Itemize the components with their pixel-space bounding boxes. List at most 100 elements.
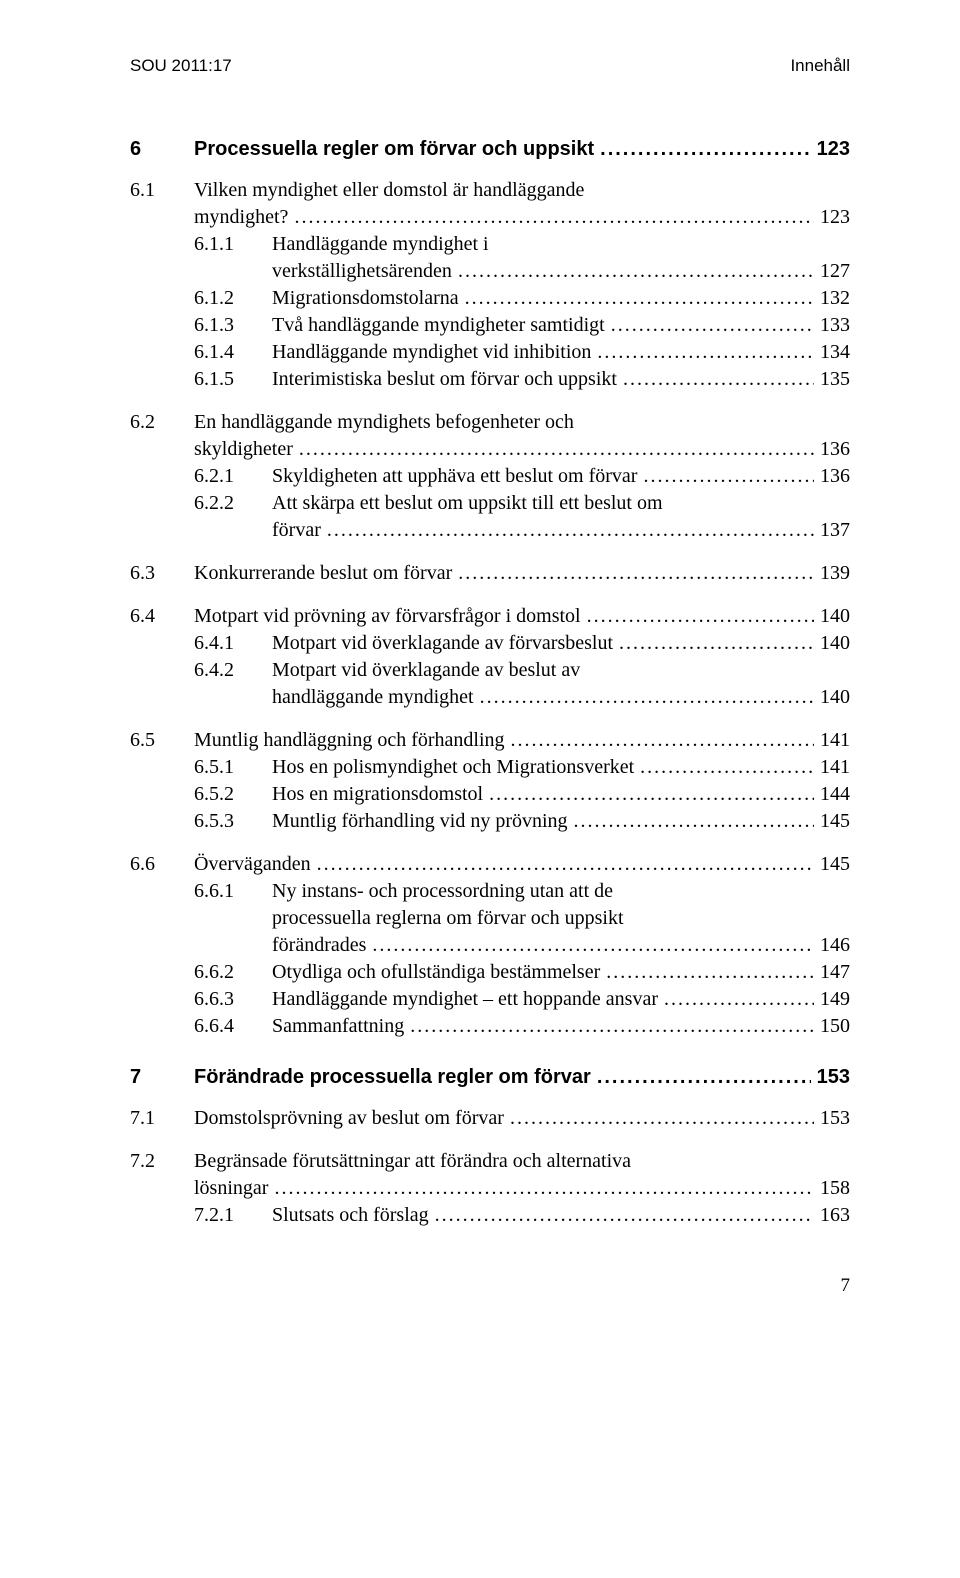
toc-entry-page: 123 [811,136,850,163]
toc-leaders: ........................................… [510,1105,814,1132]
toc-entry: 6.1.3Två handläggande myndigheter samtid… [130,312,850,339]
toc-entry-title: Otydliga och ofullständiga bestämmelser [272,959,606,986]
toc-entry: 6.4.1Motpart vid överklagande av förvars… [130,630,850,657]
toc-group: 6.6Överväganden.........................… [130,851,850,1040]
toc-entry: 7Förändrade processuella regler om förva… [130,1064,850,1091]
toc-entry-number: 6.5 [130,727,194,754]
toc-group: 6.3Konkurrerande beslut om förvar.......… [130,560,850,587]
toc-entry-page: 136 [814,463,850,490]
page-number: 7 [130,1275,850,1297]
toc-leaders: ........................................… [274,1175,814,1202]
toc-entry-title: Muntlig handläggning och förhandling [194,727,511,754]
toc-entry-page: 146 [814,932,850,959]
toc-entry-number: 6.1.4 [194,339,272,366]
toc-entry: 6.5.1Hos en polismyndighet och Migration… [130,754,850,781]
toc-leaders: ........................................… [410,1013,814,1040]
toc-leaders: ........................................… [619,630,814,657]
toc-entry: 6.6.1Ny instans- och processordning utan… [130,878,850,905]
toc-entry-title: Slutsats och förslag [272,1202,435,1229]
toc-entry-number: 6.4.2 [194,657,272,684]
toc-entry-title: Överväganden [194,851,317,878]
toc-entry-number: 6.2 [130,409,194,436]
toc-entry-title: Motpart vid överklagande av förvarsbeslu… [272,630,619,657]
toc-entry-number: 6.1.1 [194,231,272,258]
toc-entry-number: 6.5.3 [194,808,272,835]
toc-entry-page: 132 [814,285,850,312]
toc-entry-page: 163 [814,1202,850,1229]
toc-leaders: ........................................… [327,517,814,544]
toc-entry-page: 150 [814,1013,850,1040]
toc-entry-title: Handläggande myndighet i [272,231,489,258]
toc-entry-page: 140 [814,684,850,711]
toc-leaders: ........................................… [574,808,814,835]
toc-entry: verkställighetsärenden..................… [130,258,850,285]
table-of-contents: 6Processuella regler om förvar och uppsi… [130,136,850,1229]
toc-entry-number: 6.6.4 [194,1013,272,1040]
toc-leaders: ........................................… [294,204,814,231]
toc-entry-title: Migrationsdomstolarna [272,285,465,312]
toc-entry: lösningar...............................… [130,1175,850,1202]
toc-entry-title: förvar [272,517,327,544]
toc-entry-title: Förändrade processuella regler om förvar [194,1064,597,1091]
toc-entry: 6.3Konkurrerande beslut om förvar.......… [130,560,850,587]
toc-entry: 6.1.1Handläggande myndighet i [130,231,850,258]
toc-leaders: ........................................… [458,258,814,285]
toc-entry: 7.2Begränsade förutsättningar att föränd… [130,1148,850,1175]
toc-entry-page: 158 [814,1175,850,1202]
toc-entry: skyldigheter............................… [130,436,850,463]
toc-chapter: 7Förändrade processuella regler om förva… [130,1064,850,1229]
toc-leaders: ........................................… [664,986,814,1013]
toc-leaders: ........................................… [511,727,814,754]
toc-entry-title: Hos en migrationsdomstol [272,781,489,808]
toc-entry-title: Skyldigheten att upphäva ett beslut om f… [272,463,643,490]
toc-entry-number: 6.6.3 [194,986,272,1013]
toc-entry: 6Processuella regler om förvar och uppsi… [130,136,850,163]
toc-entry-title: lösningar [194,1175,274,1202]
toc-entry: 6.2.2Att skärpa ett beslut om uppsikt ti… [130,490,850,517]
toc-group: 6.4Motpart vid prövning av förvarsfrågor… [130,603,850,711]
toc-entry-number: 6.1.5 [194,366,272,393]
toc-entry: 6.4.2Motpart vid överklagande av beslut … [130,657,850,684]
toc-group: 7.1Domstolsprövning av beslut om förvar.… [130,1105,850,1132]
toc-entry-number: 6.1.3 [194,312,272,339]
toc-entry-number: 6.3 [130,560,194,587]
toc-entry-page: 144 [814,781,850,808]
toc-entry: förvar..................................… [130,517,850,544]
toc-entry-title: Muntlig förhandling vid ny prövning [272,808,574,835]
toc-entry-title: Att skärpa ett beslut om uppsikt till et… [272,490,663,517]
toc-entry-page: 147 [814,959,850,986]
running-head-right: Innehåll [790,56,850,76]
toc-entry: myndighet?..............................… [130,204,850,231]
toc-entry: 6.6.2Otydliga och ofullständiga bestämme… [130,959,850,986]
toc-entry-number: 6.4 [130,603,194,630]
toc-entry-page: 135 [814,366,850,393]
toc-leaders: ........................................… [299,436,814,463]
toc-leaders: ........................................… [597,339,814,366]
toc-entry-page: 140 [814,630,850,657]
running-head-left: SOU 2011:17 [130,56,232,76]
toc-entry-title: Handläggande myndighet – ett hoppande an… [272,986,664,1013]
toc-entry-page: 133 [814,312,850,339]
toc-entry-title: skyldigheter [194,436,299,463]
toc-entry-title: Motpart vid prövning av förvarsfrågor i … [194,603,587,630]
toc-entry: 6.6.3Handläggande myndighet – ett hoppan… [130,986,850,1013]
toc-group: 6.5Muntlig handläggning och förhandling.… [130,727,850,835]
toc-entry: 6.5.3Muntlig förhandling vid ny prövning… [130,808,850,835]
toc-entry-title: Motpart vid överklagande av beslut av [272,657,580,684]
toc-entry: processuella reglerna om förvar och upps… [130,905,850,932]
toc-entry: 6.5Muntlig handläggning och förhandling.… [130,727,850,754]
toc-entry-title: förändrades [272,932,372,959]
toc-entry-number: 6.2.1 [194,463,272,490]
toc-entry: 7.2.1Slutsats och förslag...............… [130,1202,850,1229]
toc-entry-title: Konkurrerande beslut om förvar [194,560,458,587]
toc-leaders: ........................................… [606,959,814,986]
toc-entry: förändrades.............................… [130,932,850,959]
toc-leaders: ........................................… [480,684,814,711]
toc-entry-number: 6.5.2 [194,781,272,808]
toc-leaders: ........................................… [435,1202,814,1229]
toc-leaders: ........................................… [458,560,814,587]
toc-entry-title: Processuella regler om förvar och uppsik… [194,136,600,163]
toc-entry: 6.1.4Handläggande myndighet vid inhibiti… [130,339,850,366]
toc-entry-page: 139 [814,560,850,587]
toc-entry-title: Interimistiska beslut om förvar och upps… [272,366,623,393]
